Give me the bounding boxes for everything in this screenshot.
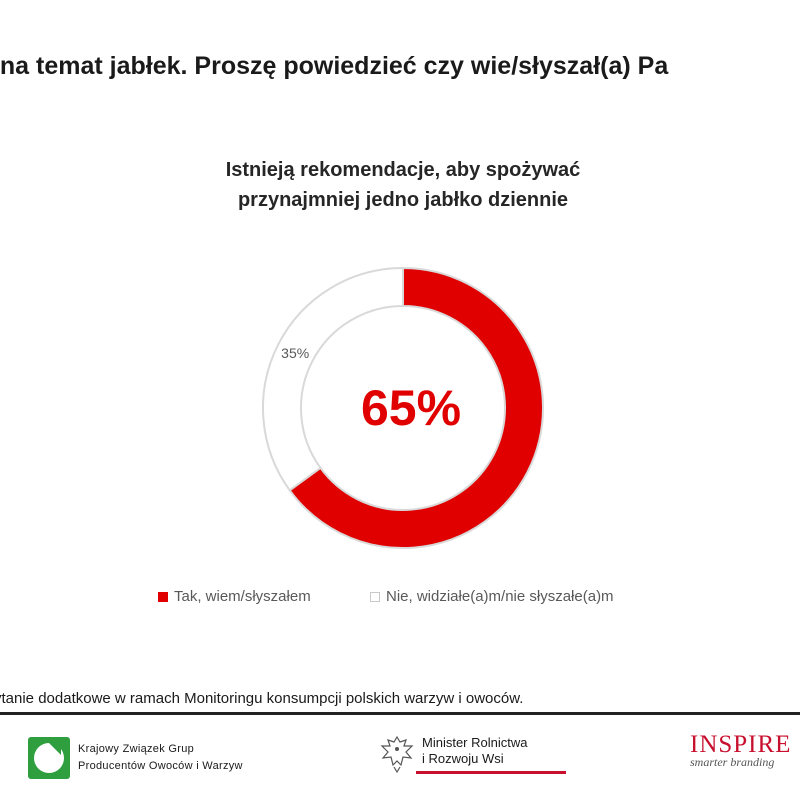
inspire-wordmark: INSPIRE bbox=[690, 731, 792, 758]
inspire-logo: INSPIRE smarter branding bbox=[690, 731, 791, 770]
inspire-tagline: smarter branding bbox=[690, 755, 775, 769]
kzgp-logo-icon bbox=[28, 737, 70, 779]
legend-item-nie: Nie, widziałe(a)m/nie słyszałe(a)m bbox=[370, 588, 614, 605]
legend-swatch-nie bbox=[370, 591, 380, 602]
chart-title: Istnieją rekomendacje, aby spożywać przy… bbox=[0, 155, 800, 215]
legend-item-tak: Tak, wiem/słyszałem bbox=[158, 588, 311, 605]
minister-line-1: Minister Rolnictwa bbox=[422, 734, 528, 750]
kzgp-line-1: Krajowy Związek Grup bbox=[78, 743, 195, 755]
footer-divider bbox=[0, 712, 800, 715]
legend-label-nie: Nie, widziałe(a)m/nie słyszałe(a)m bbox=[386, 588, 614, 605]
page-heading: i na temat jabłek. Proszę powiedzieć czy… bbox=[0, 52, 669, 80]
center-value-label: 65% bbox=[361, 380, 461, 436]
data-label-slice-nie: 35% bbox=[281, 345, 309, 361]
slice-nie bbox=[262, 266, 404, 492]
legend-label-tak: Tak, wiem/słyszałem bbox=[174, 588, 311, 605]
legend-swatch-tak bbox=[158, 591, 168, 602]
chart-title-line-1: Istnieją rekomendacje, aby spożywać bbox=[225, 159, 581, 181]
kzgp-logo: Krajowy Związek Grup Producentów Owoców … bbox=[28, 737, 243, 779]
slice-tak bbox=[288, 266, 544, 549]
chart-title-line-2: przynajmniej jedno jabłko dziennie bbox=[237, 189, 569, 211]
kzgp-line-2: Producentów Owoców i Warzyw bbox=[78, 760, 243, 772]
footnote: ytanie dodatkowe w ramach Monitoringu ko… bbox=[0, 690, 524, 707]
minister-line-2: i Rozwoju Wsi bbox=[422, 750, 504, 766]
eagle-emblem-icon bbox=[380, 735, 414, 774]
minister-red-bar bbox=[416, 770, 566, 774]
minister-logo: Minister Rolnictwa i Rozwoju Wsi bbox=[378, 734, 566, 774]
